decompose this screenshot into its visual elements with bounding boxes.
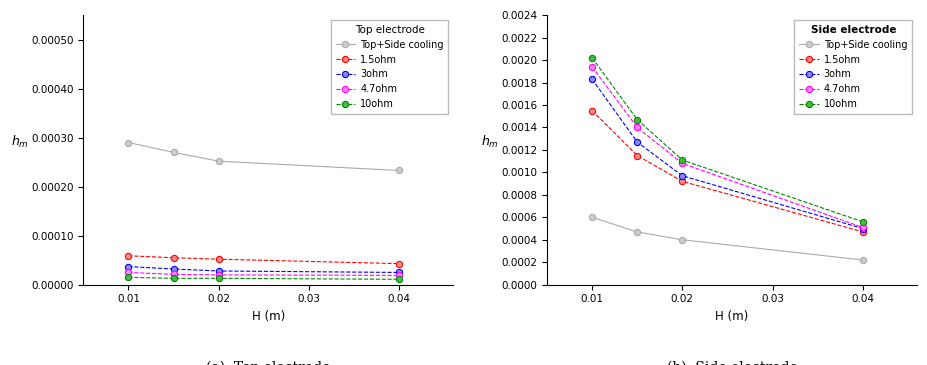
Text: (b)  Side electrode: (b) Side electrode <box>666 360 796 365</box>
Y-axis label: $h_m$: $h_m$ <box>480 134 499 150</box>
Top+Side cooling <box>857 258 868 262</box>
3ohm <box>168 267 179 271</box>
Line: 10ohm: 10ohm <box>125 274 401 283</box>
10ohm <box>676 158 687 162</box>
Line: 1.5ohm: 1.5ohm <box>589 107 865 235</box>
Y-axis label: $h_m$: $h_m$ <box>11 134 29 150</box>
Line: 10ohm: 10ohm <box>589 55 865 225</box>
3ohm <box>586 77 597 81</box>
Line: 3ohm: 3ohm <box>125 264 401 276</box>
4.7ohm <box>631 125 642 130</box>
3ohm <box>857 226 868 231</box>
3ohm <box>676 173 687 178</box>
10ohm <box>631 118 642 122</box>
Line: 3ohm: 3ohm <box>589 76 865 232</box>
1.5ohm <box>122 254 133 258</box>
4.7ohm <box>857 225 868 230</box>
3ohm <box>631 140 642 144</box>
10ohm <box>168 276 179 281</box>
3ohm <box>122 264 133 269</box>
4.7ohm <box>168 272 179 277</box>
10ohm <box>857 220 868 224</box>
Top+Side cooling <box>213 159 224 164</box>
Line: Top+Side cooling: Top+Side cooling <box>589 214 865 263</box>
1.5ohm <box>393 261 404 266</box>
3ohm <box>393 270 404 274</box>
Top+Side cooling <box>122 141 133 145</box>
Line: 4.7ohm: 4.7ohm <box>125 269 401 278</box>
1.5ohm <box>676 179 687 184</box>
4.7ohm <box>122 270 133 274</box>
10ohm <box>393 277 404 281</box>
4.7ohm <box>586 65 597 69</box>
1.5ohm <box>857 230 868 234</box>
3ohm <box>213 269 224 273</box>
Legend: Top+Side cooling, 1.5ohm, 3ohm, 4.7ohm, 10ohm: Top+Side cooling, 1.5ohm, 3ohm, 4.7ohm, … <box>331 20 448 114</box>
Line: Top+Side cooling: Top+Side cooling <box>125 139 401 174</box>
Top+Side cooling <box>676 238 687 242</box>
Line: 1.5ohm: 1.5ohm <box>125 253 401 267</box>
4.7ohm <box>676 161 687 166</box>
X-axis label: H (m): H (m) <box>715 310 748 323</box>
Text: (a)  Top electrode: (a) Top electrode <box>206 360 330 365</box>
1.5ohm <box>168 255 179 260</box>
Top+Side cooling <box>631 230 642 234</box>
Top+Side cooling <box>168 150 179 154</box>
Line: 4.7ohm: 4.7ohm <box>589 64 865 231</box>
Top+Side cooling <box>586 215 597 219</box>
Top+Side cooling <box>393 168 404 173</box>
1.5ohm <box>586 108 597 113</box>
X-axis label: H (m): H (m) <box>251 310 285 323</box>
Legend: Top+Side cooling, 1.5ohm, 3ohm, 4.7ohm, 10ohm: Top+Side cooling, 1.5ohm, 3ohm, 4.7ohm, … <box>794 20 911 114</box>
1.5ohm <box>213 257 224 261</box>
10ohm <box>213 276 224 281</box>
4.7ohm <box>213 273 224 277</box>
10ohm <box>586 55 597 60</box>
10ohm <box>122 275 133 280</box>
4.7ohm <box>393 273 404 277</box>
1.5ohm <box>631 153 642 158</box>
